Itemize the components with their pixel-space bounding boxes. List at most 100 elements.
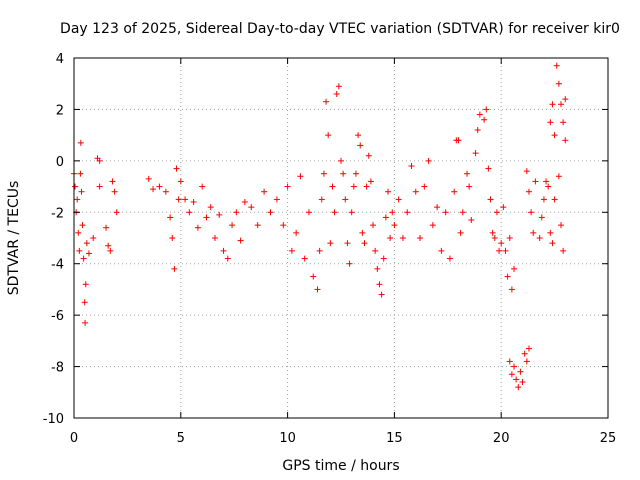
data-point: [229, 222, 236, 229]
data-point: [380, 255, 387, 262]
data-point: [425, 157, 432, 164]
data-point: [81, 299, 88, 306]
data-point: [538, 214, 545, 221]
data-point: [412, 188, 419, 195]
data-point: [310, 273, 317, 280]
plot-frame: [73, 57, 609, 419]
data-point: [374, 265, 381, 272]
data-point: [167, 214, 174, 221]
data-point: [248, 204, 255, 211]
x-tick-label: 15: [386, 431, 403, 446]
y-tick-label: -6: [51, 309, 64, 324]
data-point: [547, 119, 554, 126]
data-point: [481, 116, 488, 123]
data-point: [261, 188, 268, 195]
data-point: [182, 196, 189, 203]
data-point: [370, 222, 377, 229]
data-point: [329, 183, 336, 190]
data-point: [382, 214, 389, 221]
data-point: [555, 173, 562, 180]
data-point: [476, 111, 483, 118]
data-point: [562, 96, 569, 103]
data-point: [169, 235, 176, 241]
x-tick-label: 10: [279, 431, 296, 446]
data-point: [511, 265, 518, 272]
data-point: [338, 157, 344, 164]
data-point: [77, 139, 84, 146]
data-point: [156, 183, 163, 190]
data-point: [78, 188, 85, 195]
data-point: [506, 358, 513, 365]
data-point: [491, 235, 498, 241]
data-point: [316, 247, 323, 254]
data-point: [224, 255, 231, 262]
data-point: [186, 209, 193, 216]
data-point: [105, 242, 112, 249]
data-point: [83, 240, 90, 247]
data-point: [558, 101, 565, 108]
data-point: [216, 211, 223, 218]
data-point: [75, 229, 82, 236]
data-point: [150, 186, 157, 193]
data-point: [446, 255, 453, 262]
data-point: [493, 209, 500, 216]
data-point: [536, 235, 543, 241]
data-point: [545, 183, 552, 190]
data-point: [162, 188, 169, 195]
data-point: [357, 142, 364, 149]
x-tick-label: 0: [70, 431, 78, 446]
data-point: [220, 247, 227, 254]
y-tick-labels: -10 -8 -6 -4 -2 0 2 4: [43, 52, 64, 427]
data-point: [547, 229, 554, 236]
data-point: [325, 132, 332, 139]
data-point: [483, 106, 490, 113]
y-axis-label: SDTVAR / TECUs: [6, 181, 22, 296]
data-point: [395, 196, 402, 203]
data-point: [333, 91, 340, 97]
data-point: [361, 240, 368, 247]
data-point: [434, 204, 441, 211]
data-point: [301, 255, 308, 262]
data-point: [464, 170, 471, 177]
data-point: [145, 175, 152, 182]
x-tick-label: 5: [177, 431, 185, 446]
data-point: [342, 196, 349, 203]
data-point: [515, 384, 522, 391]
data-point: [508, 371, 515, 378]
data-point: [355, 132, 362, 139]
data-point: [455, 137, 462, 144]
data-point: [254, 222, 261, 229]
data-point: [90, 235, 97, 241]
data-point: [199, 183, 206, 190]
data-point: [273, 196, 280, 203]
axis-ticks: [73, 57, 609, 419]
data-point: [513, 376, 520, 383]
data-point: [504, 273, 511, 280]
data-point: [80, 255, 87, 262]
data-point: [389, 209, 396, 216]
data-point: [327, 240, 334, 247]
data-point: [500, 204, 507, 211]
x-tick-label: 25: [600, 431, 617, 446]
data-point: [508, 286, 515, 293]
data-point: [211, 235, 218, 241]
data-point: [241, 199, 248, 205]
data-point: [399, 235, 406, 241]
data-point: [519, 379, 526, 385]
data-point: [194, 224, 201, 231]
data-point: [367, 178, 374, 185]
data-point: [438, 247, 445, 254]
data-point: [190, 199, 197, 205]
data-point: [387, 235, 394, 241]
data-points: [71, 62, 569, 391]
data-point: [109, 178, 116, 185]
data-point: [549, 240, 556, 247]
data-point: [284, 183, 291, 190]
data-point: [82, 281, 89, 288]
data-point: [331, 209, 338, 216]
data-point: [280, 222, 287, 229]
data-point: [560, 119, 567, 126]
data-point: [318, 196, 325, 203]
data-point: [323, 98, 330, 105]
